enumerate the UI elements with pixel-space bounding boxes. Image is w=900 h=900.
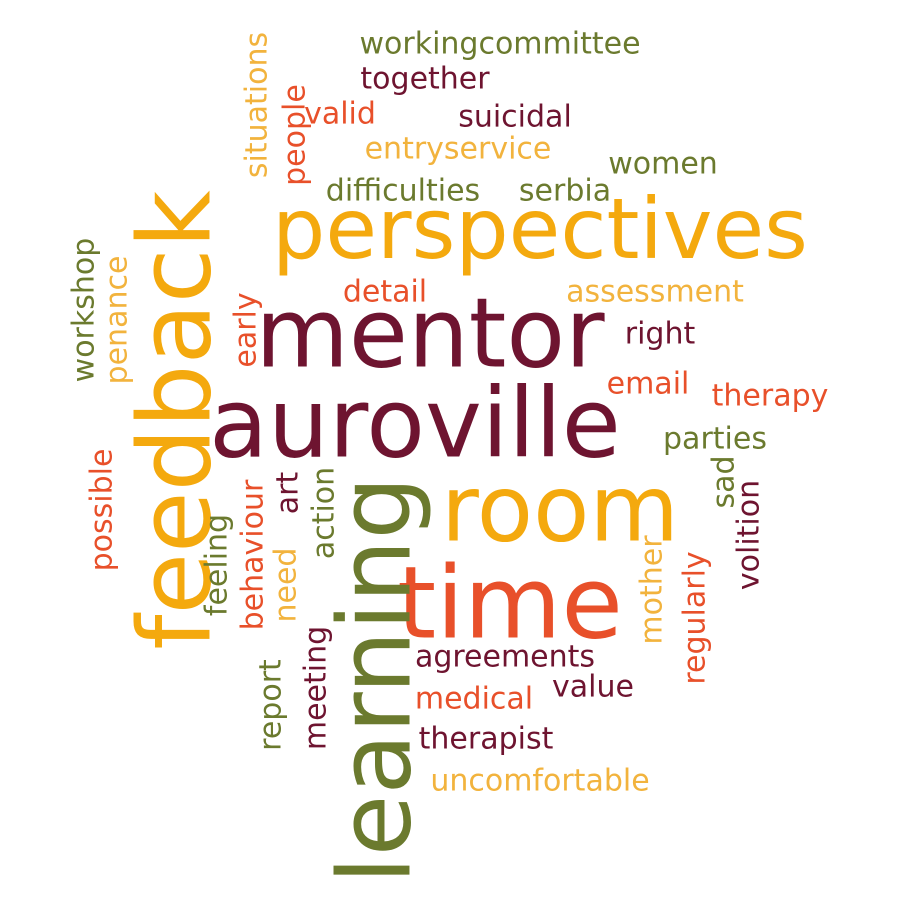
word-right: right bbox=[625, 317, 696, 352]
word-entryservice: entryservice bbox=[365, 132, 552, 167]
word-medical: medical bbox=[415, 682, 533, 717]
word-email: email bbox=[607, 367, 690, 402]
word-art: art bbox=[271, 472, 306, 515]
word-value: value bbox=[552, 670, 634, 705]
word-regularly: regularly bbox=[678, 551, 713, 684]
word-learning: learning bbox=[316, 476, 433, 884]
word-workingcommittee: workingcommittee bbox=[359, 27, 640, 62]
word-auroville: auroville bbox=[209, 367, 621, 479]
word-time: time bbox=[397, 544, 623, 661]
word-need: need bbox=[269, 548, 304, 623]
word-valid: valid bbox=[304, 97, 376, 132]
word-penance: penance bbox=[100, 256, 135, 385]
word-feeling: feeling bbox=[200, 514, 235, 616]
word-suicidal: suicidal bbox=[458, 100, 572, 135]
word-situations: situations bbox=[240, 32, 275, 178]
word-detail: detail bbox=[343, 275, 427, 310]
word-early: early bbox=[229, 292, 264, 367]
word-therapist: therapist bbox=[419, 722, 554, 757]
word-meeting: meeting bbox=[299, 626, 334, 750]
word-women: women bbox=[608, 147, 718, 182]
word-serbia: serbia bbox=[519, 174, 611, 209]
word-feedback: feedback bbox=[116, 190, 233, 649]
word-parties: parties bbox=[663, 422, 767, 457]
word-behaviour: behaviour bbox=[236, 479, 271, 630]
word-perspectives: perspectives bbox=[272, 180, 808, 278]
word-workshop: workshop bbox=[67, 238, 102, 383]
word-possible: possible bbox=[85, 449, 120, 572]
word-therapy: therapy bbox=[712, 379, 829, 414]
word-agreements: agreements bbox=[415, 640, 595, 675]
word-volition: volition bbox=[732, 480, 767, 590]
word-uncomfortable: uncomfortable bbox=[430, 764, 649, 799]
word-room: room bbox=[441, 455, 679, 562]
word-people: people bbox=[278, 84, 313, 186]
word-mother: mother bbox=[635, 535, 670, 645]
word-difficulties: difficulties bbox=[326, 174, 480, 209]
word-report: report bbox=[254, 659, 289, 751]
word-together: together bbox=[360, 62, 490, 97]
word-mentor: mentor bbox=[255, 277, 605, 389]
word-sad: sad bbox=[707, 455, 742, 508]
word-assessment: assessment bbox=[566, 275, 744, 310]
word-action: action bbox=[307, 467, 342, 559]
